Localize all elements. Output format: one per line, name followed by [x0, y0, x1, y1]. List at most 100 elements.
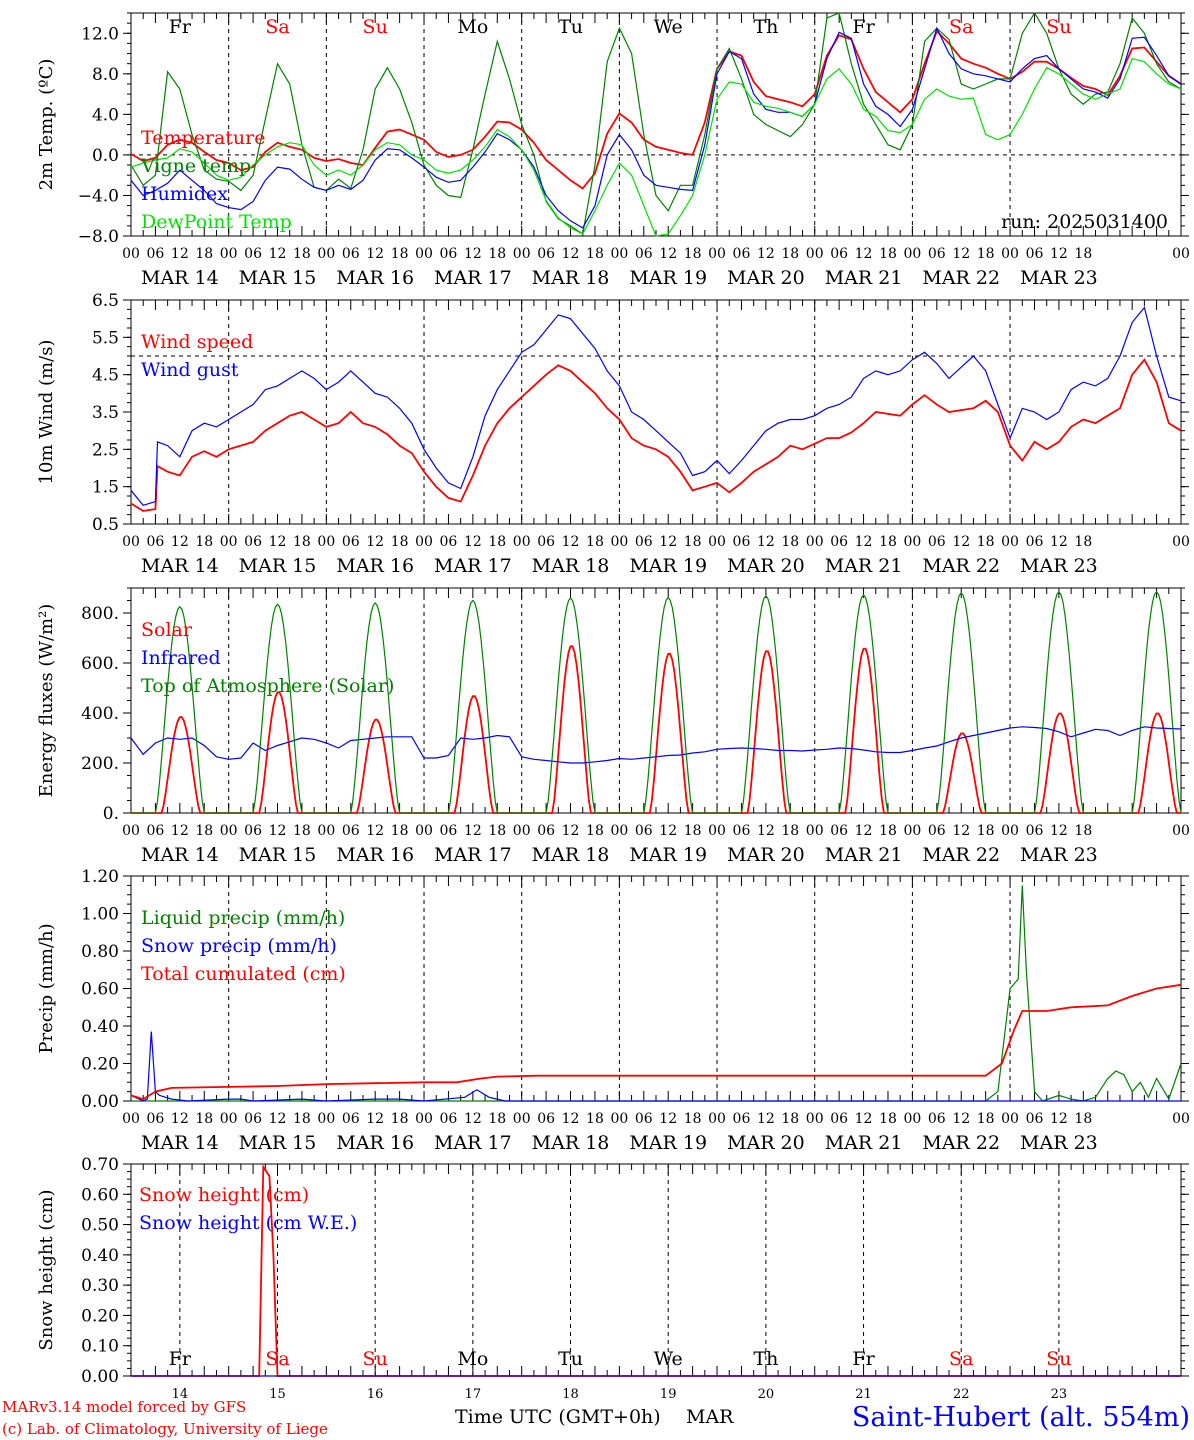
- y-tick-label: 0.40: [81, 1246, 119, 1266]
- hour-tick-label: 12: [171, 823, 189, 839]
- hour-tick-label: 06: [342, 1111, 360, 1127]
- station-label: Saint-Hubert (alt. 554m): [852, 1402, 1190, 1433]
- day-number-label: 23: [1051, 1387, 1068, 1402]
- y-tick-label: 200.: [81, 754, 119, 774]
- hour-tick-label: 06: [635, 246, 653, 262]
- hour-tick-label: 00: [415, 1111, 433, 1127]
- hour-tick-label: 00: [317, 1111, 335, 1127]
- hour-tick-label: 06: [830, 534, 848, 550]
- hour-tick-label: 00: [317, 534, 335, 550]
- hour-tick-label: 00: [903, 823, 921, 839]
- hour-tick-label: 12: [171, 246, 189, 262]
- hour-tick-label: 12: [464, 534, 482, 550]
- y-tick-label: 400.: [81, 704, 119, 724]
- legend-entry: Solar: [141, 619, 193, 641]
- hour-tick-label: 00: [415, 246, 433, 262]
- hour-tick-label: 18: [195, 534, 213, 550]
- hour-tick-label: 18: [977, 1111, 995, 1127]
- date-label: MAR 14: [141, 1132, 219, 1154]
- y-tick-label: 0.80: [81, 942, 119, 962]
- weekday-label: Su: [363, 16, 388, 38]
- legend-entry: Total cumulated (cm): [141, 963, 346, 985]
- date-label: MAR 21: [825, 555, 903, 577]
- series-line-total-cumulated-cm-: [130, 983, 1182, 1101]
- hour-tick-label: 18: [195, 1111, 213, 1127]
- date-label: MAR 23: [1020, 1132, 1098, 1154]
- hour-tick-label: 00: [708, 534, 726, 550]
- hour-tick-label: 00: [513, 1111, 531, 1127]
- hour-tick-label: 18: [977, 823, 995, 839]
- y-tick-label: 0.60: [81, 980, 119, 1000]
- weekday-label: Mo: [457, 16, 488, 38]
- y-axis-title: Energy fluxes (W/m²): [36, 604, 57, 798]
- date-label: MAR 22: [922, 844, 1000, 866]
- weekday-label: Su: [1046, 1348, 1071, 1370]
- series-line-snow-precip-mm-h-: [130, 1031, 1181, 1102]
- weekday-label: Tu: [558, 1348, 583, 1370]
- hour-tick-label: 18: [586, 1111, 604, 1127]
- hour-tick-label: 12: [269, 246, 287, 262]
- hour-tick-label: 12: [1050, 246, 1068, 262]
- hour-tick-label: 00: [708, 1111, 726, 1127]
- hour-tick-label: 12: [366, 1111, 384, 1127]
- hour-tick-label: 18: [195, 246, 213, 262]
- hour-tick-label: 00: [1001, 823, 1019, 839]
- hour-tick-label: 18: [684, 1111, 702, 1127]
- hour-tick-label: 06: [537, 823, 555, 839]
- legend-entry: Snow height (cm): [139, 1184, 309, 1206]
- date-label: MAR 20: [727, 555, 805, 577]
- date-label: MAR 18: [532, 555, 610, 577]
- series-line-wind-speed: [130, 358, 1182, 512]
- y-tick-label: 0.50: [81, 1216, 119, 1236]
- x-axis-title: Time UTC (GMT+0h): [455, 1406, 661, 1428]
- legend-entry: Snow precip (mm/h): [141, 935, 337, 957]
- weekday-label: Fr: [169, 1348, 192, 1370]
- date-label: MAR 14: [141, 555, 219, 577]
- weekday-label: We: [654, 1348, 683, 1370]
- date-label: MAR 15: [239, 1132, 317, 1154]
- hour-tick-label: 18: [1074, 246, 1092, 262]
- hour-tick-label: 18: [684, 246, 702, 262]
- date-label: MAR 17: [434, 844, 512, 866]
- hour-tick-label: 06: [635, 1111, 653, 1127]
- hour-tick-label: 18: [1074, 823, 1092, 839]
- weekday-label: Fr: [852, 1348, 875, 1370]
- hour-tick-label: 06: [635, 534, 653, 550]
- hour-tick-label: 00: [415, 823, 433, 839]
- hour-tick-label: 00: [903, 246, 921, 262]
- hour-tick-label: 12: [952, 534, 970, 550]
- series-line-top-of-atmosphere-solar-: [131, 590, 1182, 814]
- hour-tick-label: 06: [1026, 1111, 1044, 1127]
- weekday-label: Fr: [852, 16, 875, 38]
- hour-tick-label: 06: [1026, 823, 1044, 839]
- hour-tick-label: 18: [195, 823, 213, 839]
- hour-tick-label: 00: [1172, 1111, 1190, 1127]
- hour-tick-label: 06: [342, 246, 360, 262]
- hour-tick-label: 12: [659, 534, 677, 550]
- date-label: MAR 19: [629, 267, 707, 289]
- y-tick-label: 0.: [103, 804, 119, 824]
- date-label: MAR 18: [532, 844, 610, 866]
- hour-tick-label: 06: [1026, 534, 1044, 550]
- hour-tick-label: 12: [952, 823, 970, 839]
- hour-tick-label: 18: [586, 246, 604, 262]
- y-tick-label: 8.0: [92, 65, 119, 85]
- y-tick-label: 1.5: [92, 478, 119, 498]
- hour-tick-label: 06: [830, 823, 848, 839]
- panel-2: 6.5 5.5 4.5 3.5 2.5 1.5 0.5 10m Wind (m/s) 00 06 1…: [36, 291, 1190, 577]
- hour-tick-label: 12: [659, 1111, 677, 1127]
- hour-tick-label: 00: [122, 823, 140, 839]
- hour-tick-label: 06: [244, 823, 262, 839]
- y-axis-title: Precip (mm/h): [36, 923, 57, 1053]
- hour-tick-label: 12: [269, 823, 287, 839]
- date-label: MAR 14: [141, 267, 219, 289]
- weekday-label: Sa: [265, 16, 289, 38]
- hour-tick-label: 12: [269, 534, 287, 550]
- hour-tick-label: 00: [806, 823, 824, 839]
- hour-tick-label: 00: [317, 246, 335, 262]
- hour-tick-label: 00: [610, 823, 628, 839]
- hour-tick-label: 00: [122, 246, 140, 262]
- hour-tick-label: 12: [855, 823, 873, 839]
- hour-tick-label: 06: [440, 246, 458, 262]
- plot-frame: [130, 587, 1182, 814]
